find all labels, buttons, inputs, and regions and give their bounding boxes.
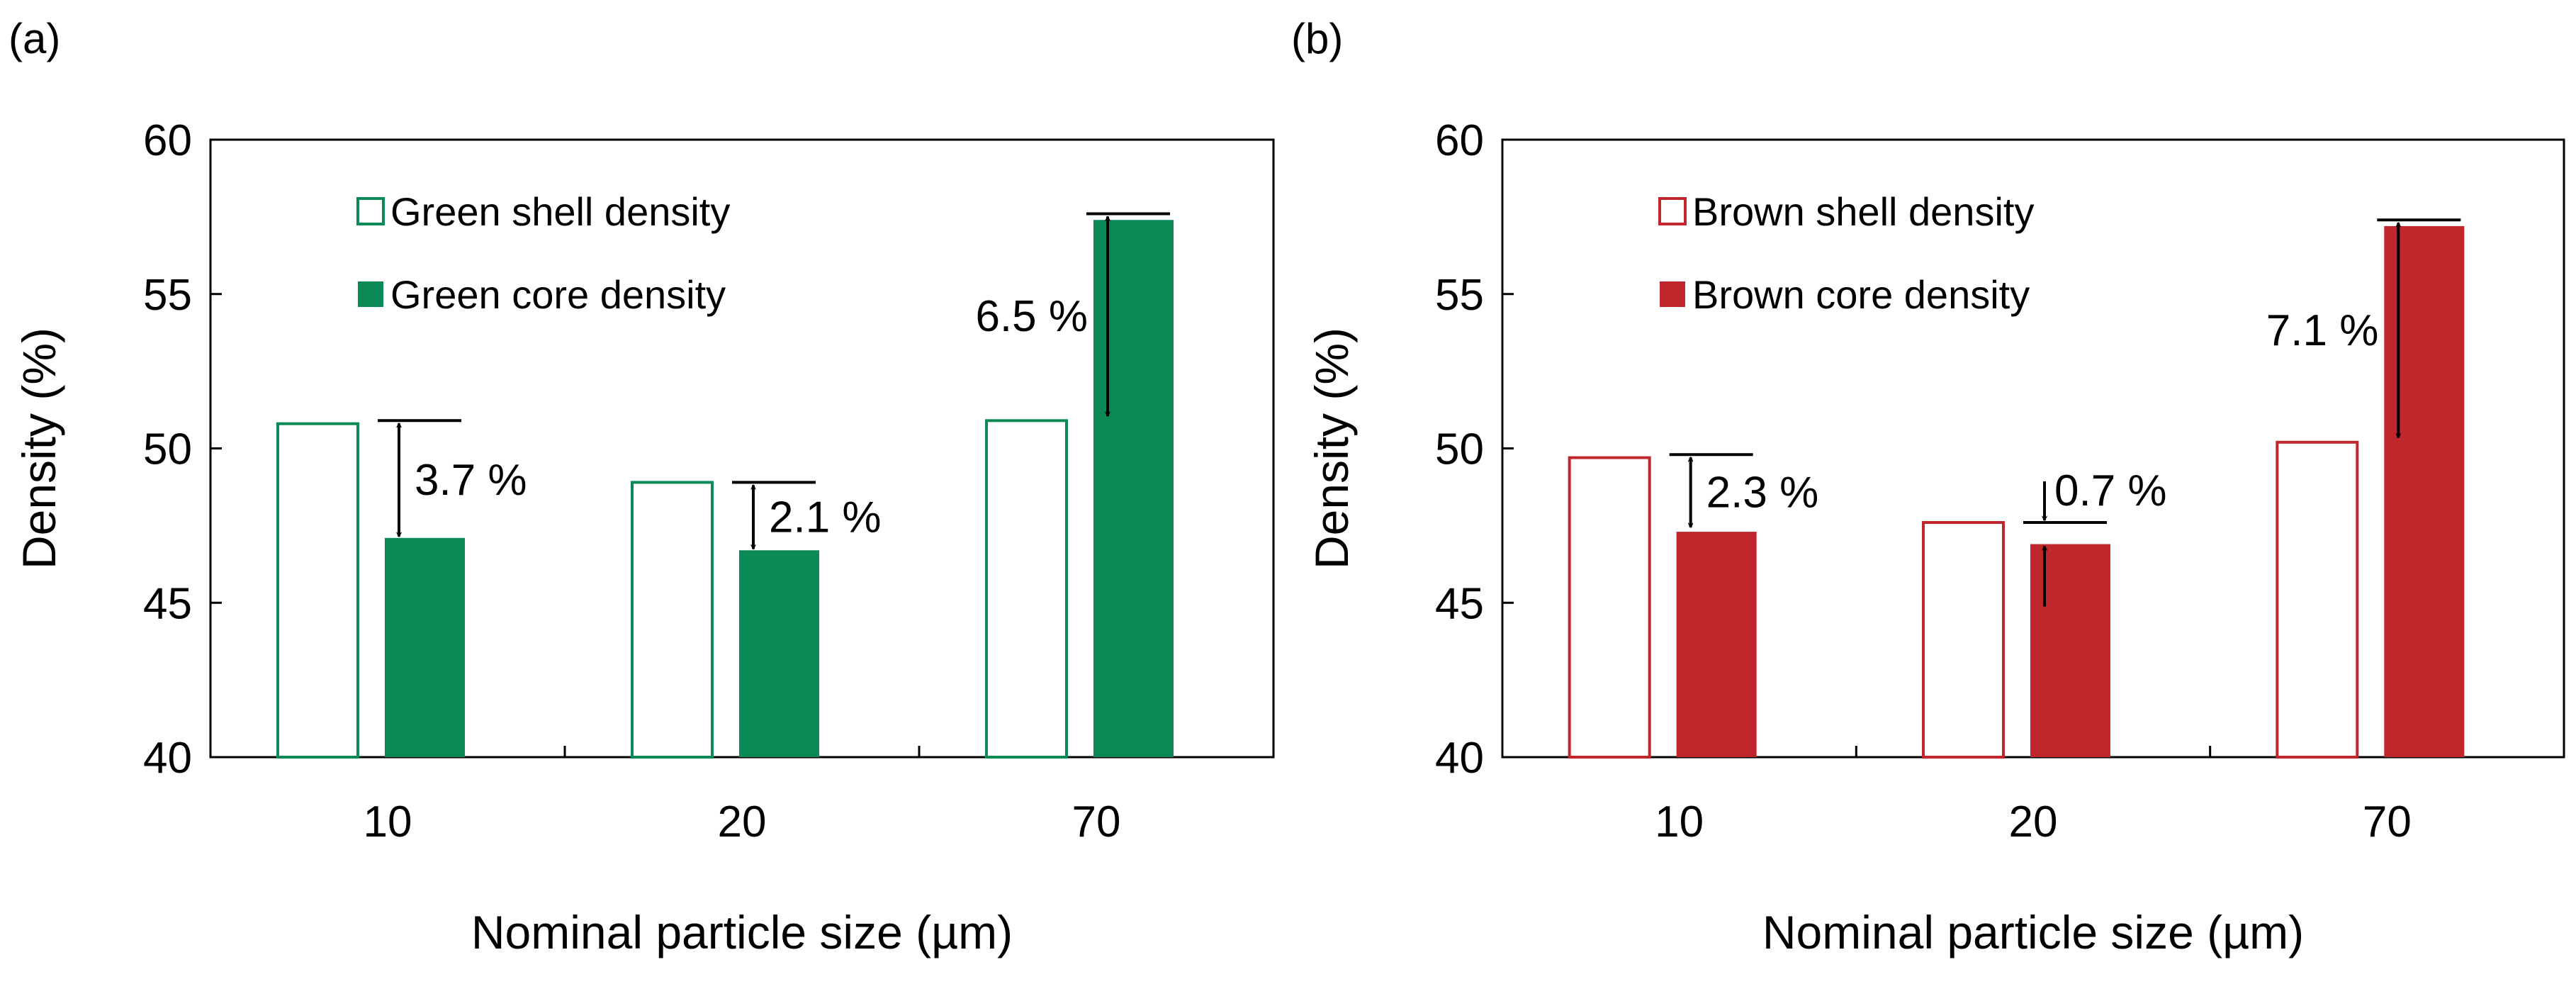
y-tick-label: 55 [143, 271, 192, 320]
core-bar [1676, 532, 1757, 757]
x-tick-label: 20 [718, 798, 767, 846]
core-bar [385, 537, 465, 757]
annotation-label: 6.5 % [975, 292, 1088, 341]
panel-b: (b) 40 45 50 55 60 10 20 70 2.3 % 0.7 % 7.1 % Brown … [1291, 15, 2565, 958]
legend-swatch-outline [1658, 197, 1687, 225]
y-tick-label: 50 [143, 425, 192, 474]
shell-bar [631, 481, 714, 759]
legend-swatch-outline [356, 197, 385, 225]
legend-label: Brown core density [1692, 272, 2030, 317]
x-tick-label: 10 [1655, 798, 1704, 846]
shell-bar [1568, 456, 1651, 759]
annotation-label: 7.1 % [2266, 306, 2379, 355]
legend-swatch-filled [1660, 281, 1685, 307]
x-axis-title: Nominal particle size (µm) [1762, 906, 2304, 958]
annotation-label: 2.1 % [769, 493, 882, 542]
shell-bar [276, 422, 359, 759]
x-tick-label: 10 [364, 798, 412, 846]
y-tick-label: 60 [143, 116, 192, 165]
core-bar [2384, 225, 2465, 757]
annotation-label: 3.7 % [415, 456, 527, 505]
panel-label: (a) [9, 15, 60, 62]
core-bar [739, 550, 819, 757]
y-tick-label: 60 [1435, 116, 1484, 165]
shell-bar [985, 419, 1068, 759]
panel-label: (b) [1291, 15, 1343, 62]
x-tick-label: 70 [2363, 798, 2412, 846]
y-tick-label: 40 [1435, 734, 1484, 783]
y-tick-label: 40 [143, 734, 192, 783]
x-axis-title: Nominal particle size (µm) [471, 906, 1013, 958]
y-axis-title: Density (%) [13, 328, 65, 569]
y-tick-label: 55 [1435, 271, 1484, 320]
annotation-label: 0.7 % [2054, 466, 2167, 515]
legend-label: Brown shell density [1692, 189, 2034, 234]
panel-a: (a) 40 45 50 55 60 10 20 70 3.7 % 2.1 % 6.5 % Green … [9, 15, 1275, 958]
x-tick-label: 70 [1072, 798, 1121, 846]
y-tick-label: 50 [1435, 425, 1484, 474]
y-tick-label: 45 [1435, 579, 1484, 628]
shell-bar [1922, 521, 2005, 759]
core-bar [1093, 220, 1174, 758]
x-tick-label: 20 [2009, 798, 2058, 846]
legend-label: Green core density [390, 272, 726, 317]
shell-bar [2276, 440, 2359, 759]
y-tick-label: 45 [143, 579, 192, 628]
legend-swatch-filled [358, 281, 383, 307]
annotation-label: 2.3 % [1706, 468, 1819, 517]
core-bar [2030, 544, 2110, 757]
legend-label: Green shell density [390, 189, 730, 234]
y-axis-title: Density (%) [1305, 328, 1358, 569]
